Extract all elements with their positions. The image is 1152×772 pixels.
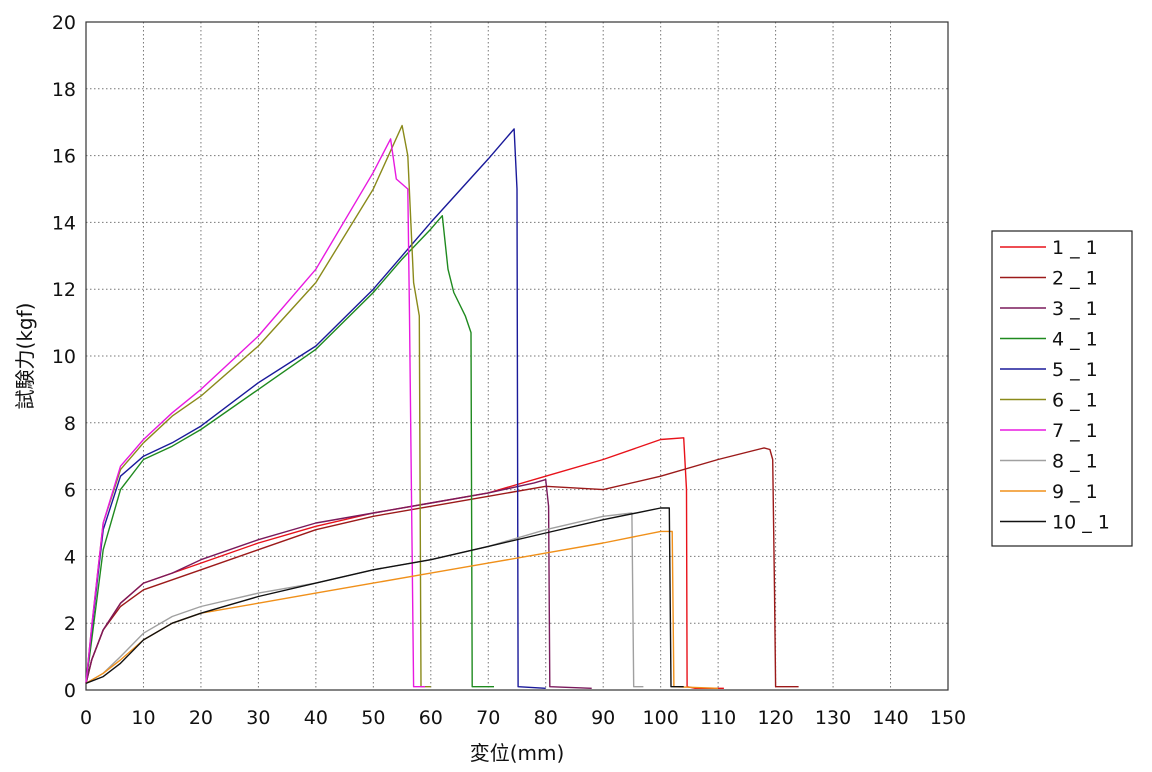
series-line-9 — [85, 530, 719, 689]
legend-box — [991, 230, 1133, 547]
series-lines — [85, 124, 799, 689]
x-tick-label: 10 — [131, 707, 155, 729]
x-tick-label: 40 — [304, 707, 328, 729]
y-tick-label: 14 — [52, 212, 76, 234]
x-tick-label: 50 — [361, 707, 385, 729]
legend-label-1: 1 _ 1 — [1052, 237, 1098, 259]
y-tick-label: 2 — [64, 613, 76, 635]
legend-label-7: 7 _ 1 — [1052, 420, 1098, 442]
legend: 1 _ 1 2 _ 1 3 _ 1 4 _ 1 5 _ 1 6 _ 1 7 _ 1 8 _ 1… — [991, 230, 1133, 547]
legend-label-3: 3 _ 1 — [1052, 298, 1098, 320]
x-tick-label: 30 — [246, 707, 270, 729]
legend-label-8: 8 _ 1 — [1052, 451, 1098, 473]
x-tick-label: 70 — [476, 707, 500, 729]
series-line-1 — [85, 437, 724, 689]
x-axis-title: 変位(mm) — [470, 741, 565, 765]
legend-label-10: 10 _ 1 — [1052, 512, 1110, 534]
legend-label-5: 5 _ 1 — [1052, 359, 1098, 381]
plot-frame — [85, 21, 949, 691]
grid — [86, 22, 948, 690]
x-tick-label: 150 — [930, 707, 966, 729]
x-tick-label: 130 — [815, 707, 851, 729]
x-tick-label: 0 — [80, 707, 92, 729]
x-tick-label: 20 — [189, 707, 213, 729]
legend-label-2: 2 _ 1 — [1052, 268, 1098, 290]
y-tick-label: 20 — [52, 12, 76, 34]
y-tick-label: 8 — [64, 413, 76, 435]
series-line-4 — [85, 215, 494, 688]
series-line-2 — [85, 447, 799, 688]
y-tick-label: 0 — [64, 680, 76, 702]
y-tick-label: 12 — [52, 279, 76, 301]
x-tick-label: 60 — [419, 707, 443, 729]
x-tick-label: 140 — [872, 707, 908, 729]
x-tick-label: 90 — [591, 707, 615, 729]
y-tick-label: 10 — [52, 346, 76, 368]
y-tick-label: 18 — [52, 79, 76, 101]
x-tick-labels: 0 10 20 30 40 50 60 70 80 90 100 110 120 130 140 150 — [80, 707, 966, 729]
legend-label-4: 4 _ 1 — [1052, 329, 1098, 351]
y-axis-title: 試験力(kgf) — [13, 303, 37, 410]
y-tick-label: 4 — [64, 546, 76, 568]
series-line-3 — [85, 478, 592, 689]
series-line-8 — [85, 512, 644, 688]
x-tick-label: 100 — [643, 707, 679, 729]
y-tick-label: 6 — [64, 480, 76, 502]
y-tick-labels: 0 2 4 6 8 10 12 14 16 18 20 — [52, 12, 76, 702]
series-line-5 — [85, 128, 546, 689]
series-line-10 — [85, 507, 684, 688]
y-tick-label: 16 — [52, 146, 76, 168]
legend-label-6: 6 _ 1 — [1052, 390, 1098, 412]
legend-label-9: 9 _ 1 — [1052, 481, 1098, 503]
series-line-7 — [85, 138, 426, 688]
x-tick-label: 110 — [700, 707, 736, 729]
x-tick-label: 120 — [757, 707, 793, 729]
x-tick-label: 80 — [534, 707, 558, 729]
